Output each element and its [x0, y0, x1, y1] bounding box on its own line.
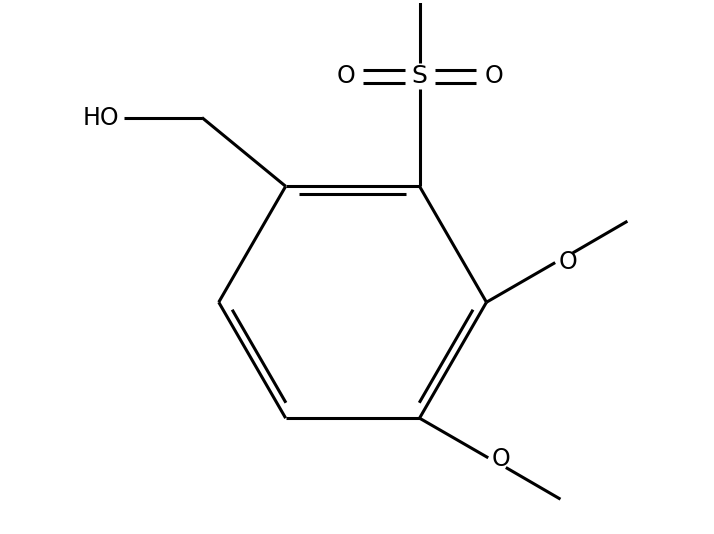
Text: S: S — [411, 64, 428, 88]
Text: O: O — [558, 250, 578, 274]
Text: HO: HO — [83, 106, 119, 130]
Text: O: O — [484, 64, 503, 88]
Text: O: O — [336, 64, 355, 88]
Text: O: O — [492, 446, 511, 470]
